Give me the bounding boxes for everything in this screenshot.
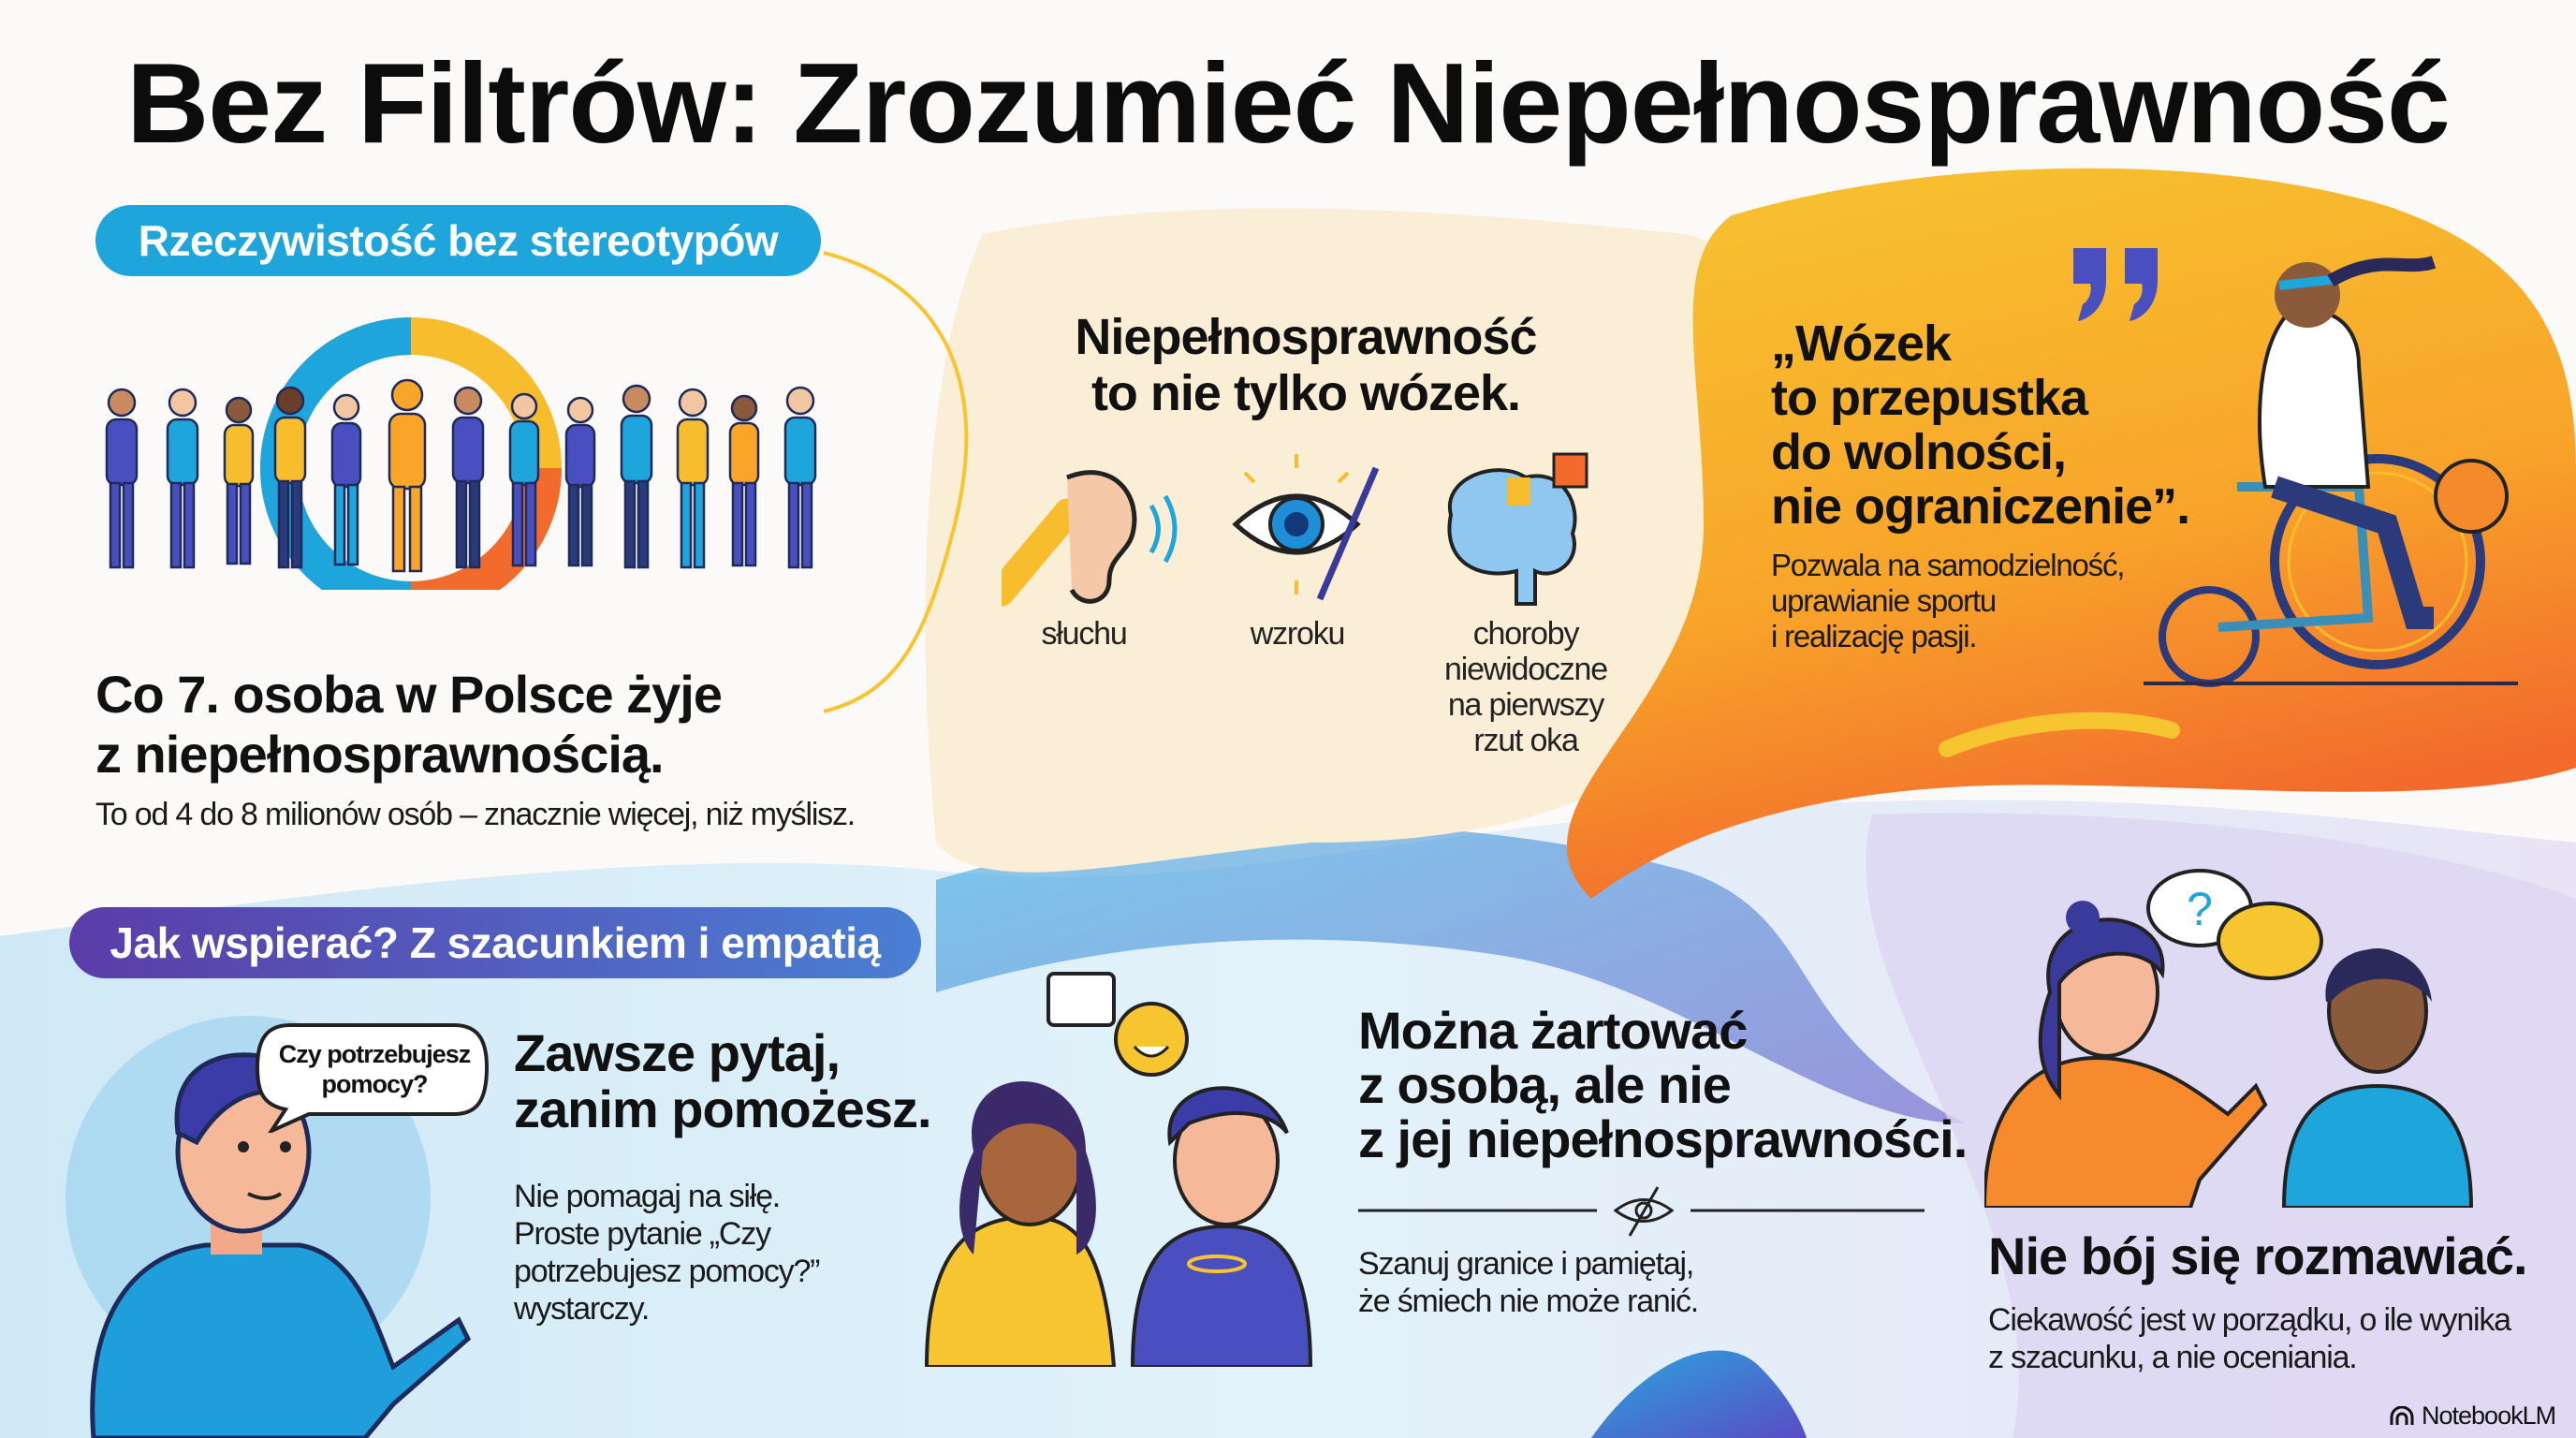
tip2-headline-line: z jej niepełnosprawności. — [1358, 1109, 1968, 1168]
disability-icons — [1002, 452, 1588, 607]
tip1-body-line: Nie pomagaj na siłę. — [514, 1179, 781, 1214]
tip1-body-line: wystarczy. — [514, 1291, 650, 1327]
eye-icon — [1232, 454, 1380, 601]
speech-bubble — [255, 1023, 490, 1133]
types-headline-line2: to nie tylko wózek. — [1090, 365, 1521, 421]
wheelchair-athlete-illustration — [2144, 256, 2518, 687]
yellow-swoosh-2 — [1939, 712, 2180, 757]
tip2-headline-line: Można żartować — [1358, 1001, 1748, 1060]
bubble-line: pomocy? — [321, 1070, 428, 1098]
tip3-body-line: z szacunku, a nie oceniania. — [1988, 1340, 2358, 1375]
quote-line: „Wózek — [1771, 315, 1952, 372]
brain-puzzle-icon — [1447, 452, 1588, 606]
tip2-headline-line: z osobą, ale nie — [1358, 1055, 1732, 1114]
stat-headline-line2: z niepełnosprawnością. — [95, 725, 665, 784]
label-line: choroby — [1472, 616, 1580, 652]
bubble-line: Czy potrzebujesz — [278, 1040, 472, 1068]
laughing-friends-illustration — [924, 972, 1313, 1367]
support-pill-bg — [69, 907, 921, 978]
notebooklm-logo-icon — [2390, 1405, 2414, 1425]
tip1-body-line: Proste pytanie „Czy — [514, 1216, 771, 1252]
divider-with-eye-slash — [1358, 1186, 1925, 1237]
tip1-headline-line: Zawsze pytaj, — [514, 1023, 841, 1082]
tip3-headline: Nie bój się rozmawiać. — [1988, 1226, 2528, 1285]
tip2-body-line: Szanuj granice i pamiętaj, — [1358, 1246, 1694, 1282]
speech-bubble-text: Czy potrzebujesz pomocy? — [257, 1039, 491, 1099]
page-title: Bez Filtrów: Zrozumieć Niepełnosprawność — [126, 39, 2451, 167]
icon-label-sight: wzroku — [1250, 616, 1346, 652]
stat-subtext: To od 4 do 8 milionów osób – znacznie wi… — [95, 797, 856, 832]
quote-body-line: uprawianie sportu — [1771, 583, 1997, 618]
people-crowd-icon — [105, 378, 817, 573]
icon-label-hearing: słuchu — [1041, 616, 1127, 652]
section-pill-reality: Rzeczywistość bez stereotypów — [95, 205, 821, 276]
label-line: niewidoczne — [1444, 652, 1608, 687]
notebooklm-brand: NotebookLM — [2390, 1401, 2556, 1431]
yellow-swoosh — [823, 251, 969, 713]
label-line: rzut oka — [1473, 723, 1579, 758]
donut-segment-orange — [410, 467, 562, 590]
tip1-body-line: potrzebujesz pomocy?” — [514, 1254, 821, 1289]
ear-icon — [1002, 470, 1178, 607]
stat-headline-line1: Co 7. osoba w Polsce żyje — [95, 665, 723, 724]
tip3-body-line: Ciekawość jest w porządku, o ile wynika — [1988, 1302, 2511, 1338]
bottom-blue-wave — [1591, 1350, 1807, 1438]
quote-mark-icon — [2073, 248, 2158, 321]
types-headline-line1: Niepełnosprawność — [1075, 309, 1537, 365]
people-donut-illustration — [105, 317, 817, 590]
tip2-body-line: że śmiech nie może ranić. — [1358, 1284, 1699, 1319]
quote-line: do wolności, — [1771, 424, 2067, 480]
blue-wave — [936, 825, 1966, 1123]
tip1-headline-line: zanim pomożesz. — [514, 1079, 932, 1138]
eye-slash-icon — [1613, 1186, 1675, 1237]
label-line: na pierwszy — [1447, 687, 1605, 723]
quote-body-line: i realizację pasji. — [1771, 619, 1978, 653]
quote-line: nie ograniczenie”. — [1771, 478, 2190, 535]
icon-label-invisible: choroby niewidoczne na pierwszy rzut oka — [1413, 616, 1638, 758]
section-pill-support: Jak wspierać? Z szacunkiem i empatią — [110, 918, 881, 967]
quote-line: to przepustka — [1771, 370, 2088, 426]
quote-body-line: Pozwala na samodzielność, — [1771, 548, 2125, 582]
brand-name: NotebookLM — [2422, 1401, 2556, 1430]
conversation-illustration: ? — [1984, 869, 2474, 1208]
question-mark-icon: ? — [2187, 883, 2213, 935]
